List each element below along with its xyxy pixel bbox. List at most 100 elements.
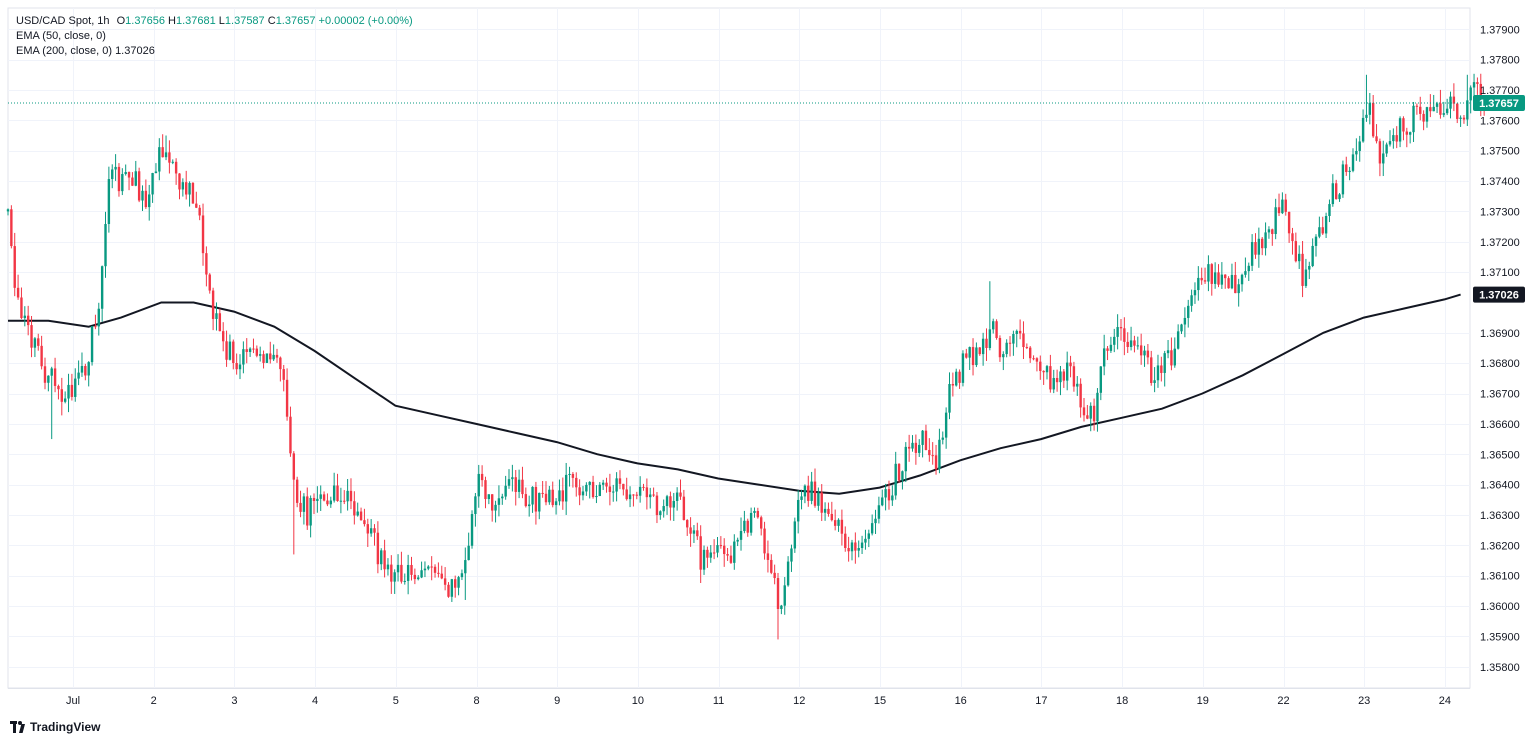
candle-body: [171, 161, 174, 163]
candle: [911, 435, 914, 452]
candle-body: [494, 504, 497, 511]
candle-body: [232, 341, 235, 363]
candle-body: [1365, 114, 1368, 118]
candle-body: [585, 484, 588, 492]
candle-body: [965, 353, 968, 358]
candle: [420, 561, 423, 579]
candle-body: [1257, 238, 1261, 255]
candle-body: [380, 550, 383, 565]
candle: [776, 572, 780, 640]
candle-body: [373, 528, 376, 533]
candle: [1146, 344, 1150, 365]
candle-body: [50, 368, 53, 376]
candle-body: [820, 492, 823, 513]
candle-body: [551, 489, 554, 506]
candle-body: [484, 480, 487, 500]
candle-body: [578, 487, 581, 496]
candle-body: [1012, 334, 1015, 344]
candle-body: [188, 182, 191, 195]
candle: [807, 475, 810, 507]
candle-body: [514, 477, 517, 492]
candle-body: [218, 313, 222, 332]
time-tick-label: Jul: [66, 695, 80, 707]
candle-body: [907, 446, 911, 449]
candle: [975, 342, 978, 368]
candle: [63, 391, 67, 404]
symbol-label: USD/CAD Spot, 1h: [16, 15, 110, 27]
candle-body: [1150, 357, 1153, 383]
candle: [191, 182, 195, 204]
candle: [1227, 276, 1230, 289]
candle: [386, 558, 390, 576]
time-tick-label: 17: [1035, 695, 1047, 707]
candle-body: [981, 338, 985, 355]
time-tick-label: 11: [713, 695, 724, 707]
candle: [554, 498, 558, 515]
candle: [743, 510, 746, 534]
candle: [225, 330, 228, 367]
candle-body: [1230, 274, 1234, 289]
price-tick-label: 1.37500: [1480, 146, 1520, 158]
candle: [1284, 193, 1287, 216]
candle-body: [1086, 415, 1089, 419]
candle: [511, 464, 514, 492]
candle-body: [168, 152, 171, 163]
candle-body: [457, 577, 460, 588]
ema200-badge-bg: [1473, 286, 1525, 303]
candle: [689, 517, 692, 547]
candle-body: [581, 491, 585, 496]
candle-body: [1160, 365, 1163, 373]
candle-body: [682, 496, 686, 521]
candle: [1368, 92, 1372, 125]
candle-body: [174, 161, 178, 174]
candle-body: [1008, 342, 1012, 344]
candle-body: [1187, 305, 1190, 318]
candle: [417, 575, 420, 581]
candle: [53, 357, 57, 393]
tradingview-branding[interactable]: TradingView: [10, 720, 100, 734]
candle-body: [773, 572, 776, 579]
last-price-badge-bg: [1473, 95, 1525, 112]
candle-body: [13, 246, 16, 288]
candle-body: [1462, 117, 1466, 120]
candle-body: [860, 542, 864, 548]
candle-body: [1472, 82, 1476, 88]
candle: [1378, 138, 1382, 177]
candle-body: [1402, 118, 1405, 132]
candle: [460, 569, 464, 581]
close-label: C: [267, 15, 276, 27]
candle: [1334, 179, 1338, 200]
time-tick-label: 9: [554, 695, 560, 707]
candle: [790, 544, 793, 572]
candle: [80, 352, 84, 377]
candle: [1213, 262, 1217, 289]
candle-body: [114, 166, 117, 170]
candle-body: [743, 520, 746, 532]
candle-body: [400, 564, 403, 582]
candle: [336, 473, 339, 502]
candle: [867, 529, 870, 548]
candle-body: [938, 439, 941, 470]
candle-body: [1385, 144, 1388, 154]
candle: [440, 565, 443, 580]
time-tick-label: 16: [955, 695, 967, 707]
candle: [201, 203, 205, 266]
candle: [1176, 324, 1180, 350]
candle: [487, 494, 491, 505]
legend-ema200-row[interactable]: EMA (200, close, 0) 1.37026: [16, 44, 413, 59]
candle: [726, 547, 729, 561]
candle-body: [201, 215, 205, 254]
candle-body: [1375, 136, 1378, 142]
candle: [746, 518, 749, 537]
open-label: O: [116, 15, 126, 27]
candle-body: [195, 203, 198, 208]
candle: [588, 481, 591, 499]
candle: [1445, 98, 1449, 116]
candle-body: [1113, 336, 1116, 345]
legend-ema50-row[interactable]: EMA (50, close, 0): [16, 29, 413, 44]
candle-body: [696, 530, 699, 537]
candle: [517, 469, 521, 499]
candle-body: [1234, 274, 1237, 294]
